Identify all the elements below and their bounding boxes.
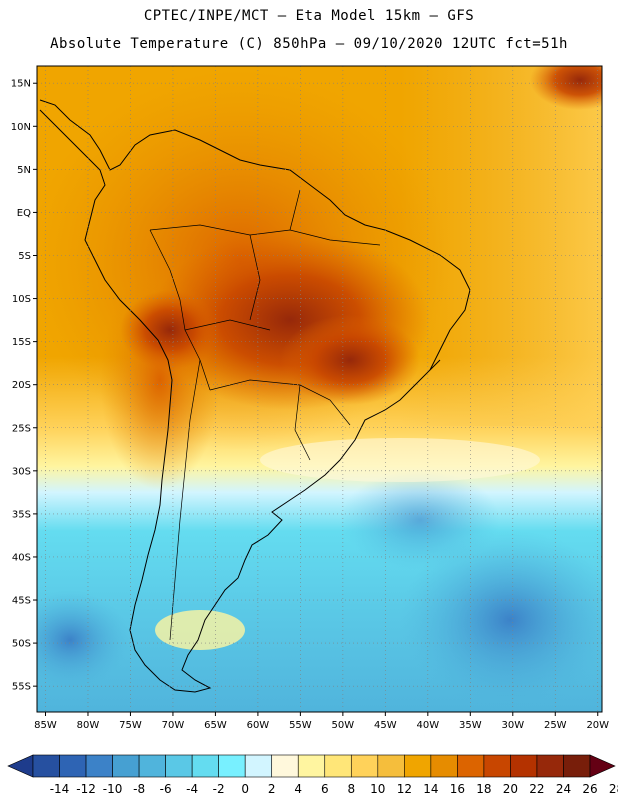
colorbar-cell — [536, 754, 564, 778]
colorbar-label: 24 — [556, 782, 571, 796]
lon-label: 40W — [417, 720, 440, 731]
latitude-labels: 15N 10N 5N EQ 5S 10S 15S 20S 25S 30S 35S 40S 45S 50S 5… — [11, 79, 31, 693]
colorbar-label: 20 — [503, 782, 518, 796]
lat-label: 50S — [12, 639, 31, 650]
lat-label: 15S — [12, 337, 31, 348]
colorbar-label: -10 — [103, 782, 123, 796]
colorbar-cell — [271, 754, 299, 778]
lat-label: 15N — [11, 79, 31, 90]
colorbar-cell — [350, 754, 379, 778]
colorbar-cell — [59, 754, 87, 778]
colorbar-label: -14 — [50, 782, 70, 796]
colorbar-cell — [377, 754, 405, 778]
temperature-field — [37, 66, 602, 712]
colorbar-label: 14 — [423, 782, 438, 796]
lon-label: 20W — [586, 720, 609, 731]
colorbar-label: -6 — [160, 782, 172, 796]
colorbar-label: 10 — [370, 782, 385, 796]
colorbar-cell — [138, 754, 166, 778]
map-title: CPTEC/INPE/MCT – Eta Model 15km – GFS — [143, 8, 475, 24]
colorbar-label: 18 — [476, 782, 491, 796]
colorbar-label: -2 — [213, 782, 225, 796]
colorbar-label: 2 — [268, 782, 276, 796]
lat-label: 30S — [12, 466, 31, 477]
colorbar-cell — [218, 754, 246, 778]
colorbar-label: 12 — [397, 782, 412, 796]
colorbar-label: 0 — [241, 782, 249, 796]
colorbar-label: 26 — [582, 782, 597, 796]
colorbar-cell — [85, 754, 113, 778]
colorbar-cell — [191, 754, 219, 778]
colorbar-label: -8 — [133, 782, 145, 796]
colorbar-label: 16 — [450, 782, 465, 796]
colorbar-cell — [32, 754, 60, 778]
colorbar-cell — [165, 754, 193, 778]
lat-label: 5N — [17, 165, 31, 176]
lat-label: EQ — [17, 208, 31, 219]
lat-label: 45S — [12, 596, 31, 607]
colorbar-label: -4 — [186, 782, 198, 796]
lat-label: 5S — [18, 251, 31, 262]
colorbar-min-arrow — [7, 754, 34, 778]
lon-label: 35W — [459, 720, 482, 731]
lat-label: 10N — [11, 122, 31, 133]
colorbar-cell — [404, 754, 432, 778]
lat-label: 35S — [12, 509, 31, 520]
lon-label: 85W — [34, 720, 57, 731]
colorbar-cell — [483, 754, 511, 778]
map-frame — [36, 65, 603, 713]
colorbar-max-arrow — [589, 754, 616, 778]
colorbar-label: 28 — [609, 782, 618, 796]
colorbar-cell — [112, 754, 140, 778]
colorbar-cell — [563, 754, 591, 778]
colorbar-cell — [297, 754, 326, 778]
coastline — [39, 99, 471, 693]
lat-label: 55S — [12, 682, 31, 693]
colorbar-cell — [324, 754, 352, 778]
lat-label: 25S — [12, 423, 31, 434]
lon-label: 65W — [204, 720, 227, 731]
colorbar-labels: -14 -12 -10 -8 -6 -4 -2 0 2 4 6 8 10 12 14 16 18 20 22 24 26… — [50, 782, 618, 796]
colorbar-cell — [457, 754, 485, 778]
lat-label: 40S — [12, 552, 31, 563]
country-borders — [149, 189, 381, 641]
axis-ticks — [33, 82, 599, 716]
longitude-labels: 85W 80W 75W 70W 65W 60W 55W 50W 45W 40W 35W 30W 25W 2… — [34, 720, 609, 731]
lon-label: 25W — [544, 720, 567, 731]
colorbar-label: -12 — [76, 782, 96, 796]
lon-label: 60W — [247, 720, 270, 731]
colorbar-cells — [7, 754, 616, 778]
lon-label: 70W — [162, 720, 185, 731]
lon-label: 55W — [289, 720, 312, 731]
colorbar-label: 4 — [294, 782, 302, 796]
colorbar-cell — [510, 754, 538, 778]
lat-label: 10S — [12, 294, 31, 305]
lat-label: 20S — [12, 380, 31, 391]
map-subtitle: Absolute Temperature (C) 850hPa – 09/10/… — [50, 36, 568, 52]
colorbar-cell — [244, 754, 273, 778]
lon-label: 30W — [501, 720, 524, 731]
colorbar-cell — [430, 754, 458, 778]
lon-label: 75W — [119, 720, 142, 731]
lon-label: 80W — [77, 720, 100, 731]
colorbar-label: 22 — [529, 782, 544, 796]
colorbar-label: 6 — [321, 782, 329, 796]
colorbar-label: 8 — [347, 782, 355, 796]
lon-label: 50W — [332, 720, 355, 731]
lon-label: 45W — [374, 720, 397, 731]
